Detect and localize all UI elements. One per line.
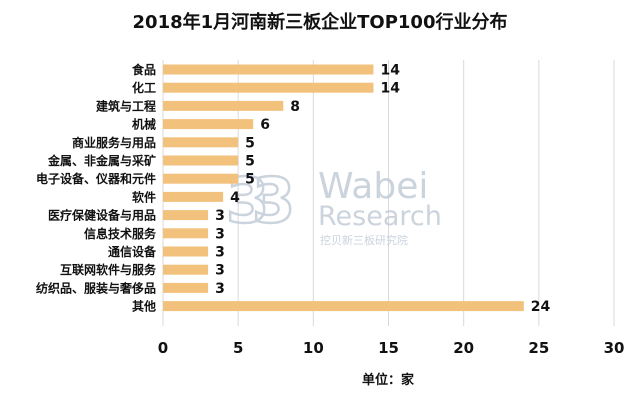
x-axis-ticks: 0 5 10 15 20 25 30 [158, 339, 625, 357]
category-label: 医疗保健设备与用品 [48, 208, 156, 223]
bar [163, 64, 374, 75]
value-label: 3 [215, 245, 225, 261]
x-tick-label: 25 [528, 339, 549, 357]
bar [163, 228, 209, 239]
watermark-logo-text: Wabei [318, 166, 428, 207]
value-label: 5 [245, 135, 255, 151]
category-label: 其他 [132, 299, 156, 314]
bar [163, 191, 224, 202]
category-label: 建筑与工程 [95, 98, 156, 113]
value-label: 3 [215, 263, 225, 279]
bar [163, 301, 524, 312]
value-label: 3 [215, 281, 225, 297]
value-label: 5 [245, 154, 255, 170]
bar [163, 137, 239, 148]
watermark-mark-2: 3 [252, 164, 295, 237]
bar [163, 264, 209, 275]
chart-title: 2018年1月河南新三板企业TOP100行业分布 [133, 11, 508, 33]
x-tick-label: 5 [233, 339, 243, 357]
bar [163, 100, 284, 111]
x-tick-label: 0 [158, 339, 168, 357]
value-label: 4 [230, 190, 240, 206]
bars [163, 64, 524, 312]
x-tick-label: 20 [453, 339, 474, 357]
x-tick-label: 10 [303, 339, 324, 357]
x-axis-label: 单位：家 [362, 372, 415, 388]
value-label: 14 [380, 81, 400, 97]
value-label: 8 [290, 99, 300, 115]
value-label: 14 [380, 63, 400, 79]
bar [163, 173, 239, 184]
value-label: 6 [260, 117, 270, 133]
bar [163, 155, 239, 166]
category-label: 化工 [132, 80, 156, 95]
category-label: 互联网软件与服务 [60, 262, 157, 277]
bar [163, 282, 209, 293]
category-label: 商业服务与用品 [72, 135, 156, 150]
bar [163, 246, 209, 257]
category-label: 机械 [132, 117, 156, 132]
watermark-line3: 挖贝新三板研究院 [320, 233, 408, 247]
category-label: 食品 [131, 62, 156, 77]
value-label: 3 [215, 208, 225, 224]
category-label: 软件 [132, 189, 156, 204]
category-label: 纺织品、服装与奢侈品 [36, 280, 156, 295]
category-label: 金属、非金属与采矿 [47, 153, 156, 168]
watermark-line2: Research [318, 201, 442, 232]
category-label: 信息技术服务 [84, 226, 157, 241]
value-label: 5 [245, 172, 255, 188]
bar [163, 210, 209, 221]
bar [163, 82, 374, 93]
category-label: 电子设备、仪器和元件 [36, 171, 156, 186]
category-labels: 食品化工建筑与工程机械商业服务与用品金属、非金属与采矿电子设备、仪器和元件软件医… [36, 62, 157, 314]
watermark: 3 3 Wabei Research 挖贝新三板研究院 [225, 163, 442, 247]
bar [163, 119, 254, 130]
value-label: 24 [531, 299, 551, 315]
x-tick-label: 15 [378, 339, 399, 357]
x-tick-label: 30 [604, 339, 625, 357]
value-label: 3 [215, 226, 225, 242]
category-label: 通信设备 [108, 244, 157, 259]
